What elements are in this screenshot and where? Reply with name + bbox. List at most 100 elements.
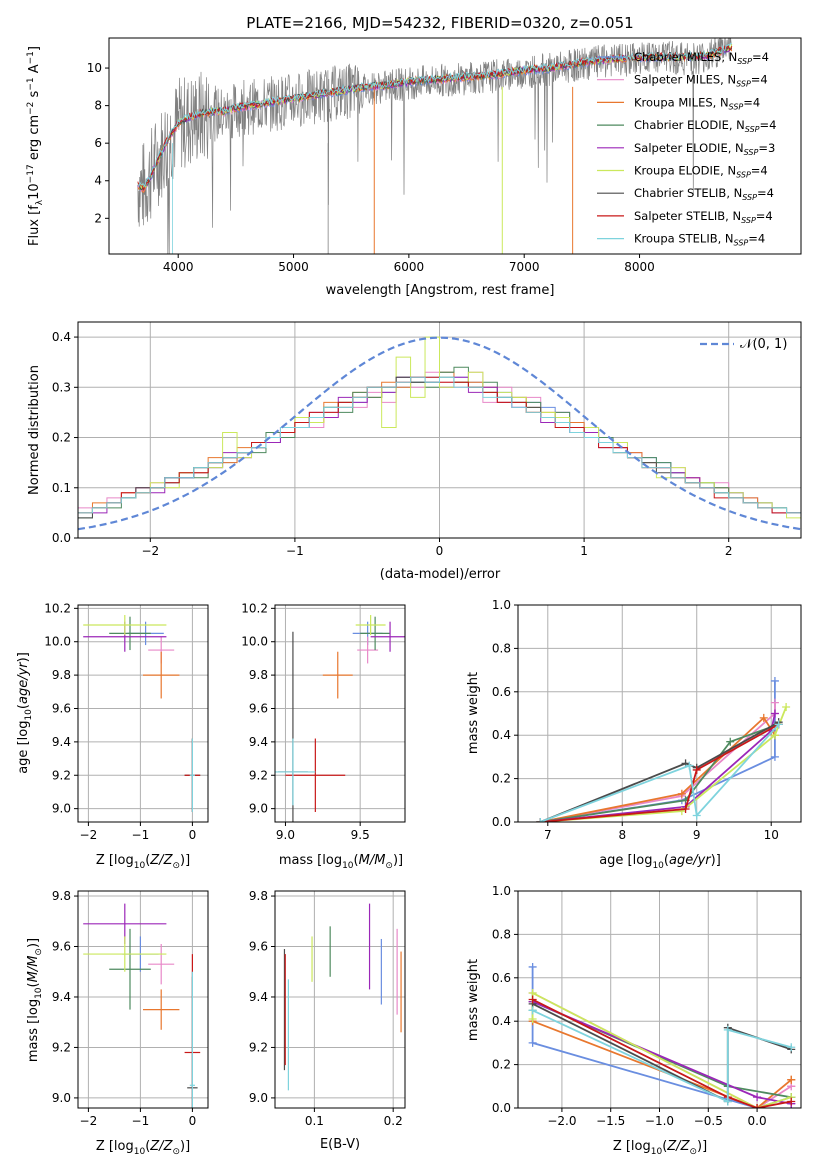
weight-line	[540, 702, 776, 822]
x-tick-label: 0.2	[384, 1114, 403, 1128]
y-tick-label: 9.0	[52, 1091, 71, 1105]
x-tick-label: −2	[80, 828, 98, 842]
axes-frame	[274, 604, 406, 823]
weight-line	[540, 706, 787, 822]
x-tick-label: 2	[725, 544, 733, 558]
y-tick-label: 10.2	[44, 601, 71, 615]
weight-line	[540, 723, 780, 822]
weight-line	[532, 1020, 792, 1108]
x-tick-label: 0	[189, 828, 197, 842]
weight-marker	[770, 709, 779, 718]
weight-marker	[528, 1015, 537, 1024]
weight-line	[532, 1009, 792, 1103]
x-tick-label: −2	[80, 1114, 98, 1128]
y-tick-label: 0.4	[492, 728, 511, 742]
y-tick-label: 9.6	[52, 940, 71, 954]
y-tick-label: 0.0	[52, 531, 71, 545]
x-tick-label: 0	[189, 1114, 197, 1128]
weight-marker	[787, 1097, 796, 1106]
legend-label: Chabrier MILES, NSSP=4	[634, 50, 769, 66]
massebv-xlabel: E(B-V)	[320, 1137, 360, 1152]
weight-marker	[770, 752, 779, 761]
weight-line	[531, 1000, 792, 1099]
residuals-xlabel: (data-model)/error	[380, 567, 501, 582]
agez-ylabel: age [log10(age/yr)]	[16, 652, 34, 774]
x-tick-label: 0.0	[748, 1114, 767, 1128]
weight-line	[540, 723, 780, 822]
weight-marker	[528, 1038, 537, 1047]
wz-ylabel: mass weight	[466, 959, 481, 1041]
weight-marker	[723, 1097, 732, 1106]
x-tick-label: 10	[764, 828, 779, 842]
x-tick-label: 9	[693, 828, 701, 842]
weight-line	[540, 713, 776, 822]
y-tick-label: 10.0	[44, 635, 71, 649]
weight-marker	[787, 1043, 796, 1052]
weight-line	[540, 716, 776, 822]
axes-frame	[77, 604, 209, 823]
x-tick-label: 0	[436, 544, 444, 558]
axes-frame	[274, 890, 406, 1109]
y-tick-label: 9.6	[249, 940, 268, 954]
agez-xlabel: Z [log10(Z/Z⊙)]	[96, 853, 190, 871]
weight-marker	[770, 676, 779, 685]
spectrum-data-line	[137, 38, 732, 254]
y-tick-label: 0.2	[52, 431, 71, 445]
weight-line	[532, 1000, 792, 1105]
x-tick-label: −1	[286, 544, 304, 558]
axes-frame	[77, 890, 209, 1109]
y-tick-label: 9.4	[249, 735, 268, 749]
y-tick-label: 0.0	[492, 815, 511, 829]
y-tick-label: 9.2	[249, 1040, 268, 1054]
weight-marker	[753, 1093, 762, 1102]
legend-label: Salpeter MILES, NSSP=4	[634, 73, 768, 89]
weight-marker	[787, 1075, 796, 1084]
y-tick-label: 10.0	[241, 635, 268, 649]
agem-xlabel: mass [log10(M/M⊙)]	[279, 853, 403, 871]
weight-marker	[528, 1006, 537, 1015]
spectrum-ylabel: Flux [fλ10−17 erg cm−2 s−1 A−1]	[26, 46, 45, 246]
y-tick-label: 6	[94, 136, 102, 150]
x-tick-label: 8	[618, 828, 626, 842]
legend-label: 𝒩(0, 1)	[740, 337, 787, 352]
y-tick-label: 9.8	[52, 889, 71, 903]
weight-line	[532, 998, 792, 1108]
weight-marker	[753, 1104, 762, 1108]
weight-marker	[782, 702, 791, 711]
massz-xlabel: Z [log10(Z/Z⊙)]	[96, 1139, 190, 1157]
axes-frame	[77, 321, 802, 539]
y-tick-label: 1.0	[492, 598, 511, 612]
axes-frame	[517, 890, 802, 1109]
y-tick-label: 9.0	[249, 802, 268, 816]
wage-ylabel: mass weight	[466, 672, 481, 754]
legend-label: Chabrier ELODIE, NSSP=4	[634, 118, 776, 134]
x-tick-label: −2.0	[547, 1114, 576, 1128]
y-tick-label: 10.2	[241, 601, 268, 615]
legend-label: Kroupa ELODIE, NSSP=4	[634, 164, 768, 180]
y-tick-label: 9.6	[249, 701, 268, 715]
y-tick-label: 4	[94, 174, 102, 188]
y-tick-label: 9.2	[52, 1040, 71, 1054]
wage-xlabel: age [log10(age/yr)]	[599, 853, 721, 871]
y-tick-label: 0.6	[492, 685, 511, 699]
x-tick-label: 7	[544, 828, 552, 842]
y-tick-label: 9.8	[52, 668, 71, 682]
weight-marker	[723, 1025, 732, 1034]
axes-frame	[517, 604, 802, 823]
y-tick-label: 0.1	[52, 481, 71, 495]
x-tick-label: −1	[132, 828, 150, 842]
y-tick-label: 9.6	[52, 701, 71, 715]
weight-line	[539, 723, 780, 822]
axes-frame	[108, 37, 802, 255]
y-tick-label: 0.2	[492, 772, 511, 786]
x-tick-label: 5000	[278, 260, 309, 274]
x-tick-label: 8000	[624, 260, 655, 274]
figure-title: PLATE=2166, MJD=54232, FIBERID=0320, z=0…	[246, 14, 633, 32]
y-tick-label: 2	[94, 211, 102, 225]
y-tick-label: 8	[94, 99, 102, 113]
x-tick-label: 4000	[163, 260, 194, 274]
weight-marker	[770, 731, 779, 740]
y-tick-label: 0.6	[492, 971, 511, 985]
